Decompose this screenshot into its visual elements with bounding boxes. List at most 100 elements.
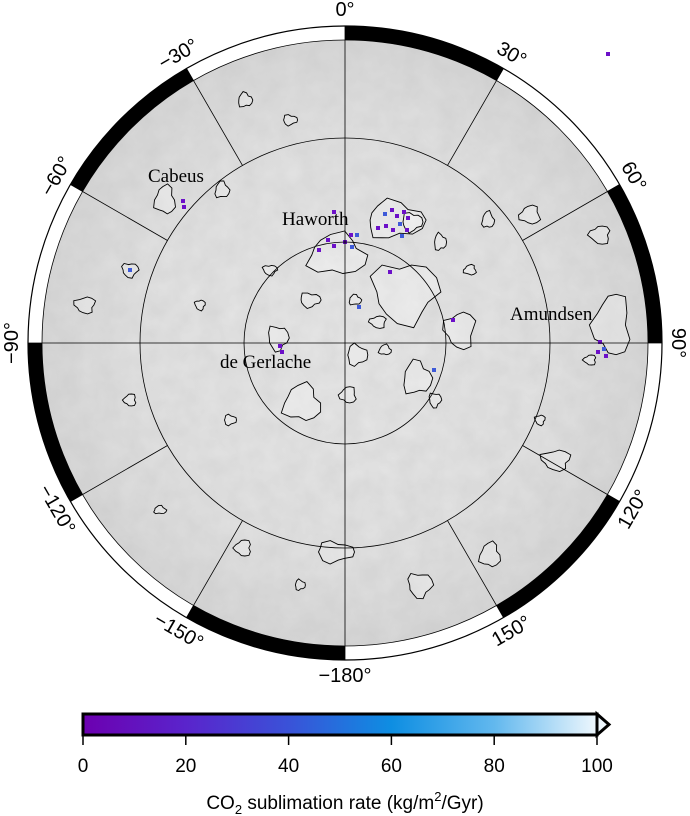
colorbar: 0 20 40 60 80 100 CO2 sublimation rate (kg/m2…: [78, 710, 613, 816]
meridian-line: [447, 68, 504, 166]
crater-contour: [518, 204, 542, 225]
meridian-line: [447, 520, 504, 618]
longitude-label: 120°: [614, 486, 654, 533]
colorbar-gradient: [81, 712, 599, 737]
colorbar-tick-label: 0: [78, 756, 89, 777]
sublimation-pixel: [355, 233, 359, 237]
sublimation-pixel: [181, 199, 185, 203]
sublimation-pixel: [332, 244, 336, 248]
colorbar-tick-label: 80: [484, 756, 505, 777]
crater-contour: [462, 263, 477, 276]
meridian-line: [70, 445, 168, 502]
sublimation-pixel: [182, 205, 186, 209]
sublimation-pixel: [606, 52, 610, 56]
crater-contour: [153, 504, 168, 515]
crater-label: Cabeus: [148, 166, 204, 187]
frame-segment: [496, 494, 620, 618]
longitude-label: 90°: [667, 328, 689, 358]
crater-contour: [232, 539, 251, 557]
crater-contour: [588, 293, 631, 356]
frame-segment: [344, 26, 504, 81]
sublimation-pixel: [406, 216, 410, 220]
crater-contour: [586, 225, 611, 245]
sublimation-pixel: [596, 350, 600, 354]
crater-contour: [434, 231, 448, 251]
crater-contour: [305, 230, 369, 274]
sublimation-pixel: [384, 224, 388, 228]
crater-contour: [369, 264, 442, 329]
crater-contour: [73, 296, 97, 315]
crater-contour: [121, 393, 137, 407]
sublimation-pixel: [280, 350, 284, 354]
crater-contour: [581, 354, 597, 366]
sublimation-pixel: [395, 214, 399, 218]
crater-contour: [428, 392, 443, 409]
sublimation-pixel: [391, 228, 395, 232]
colorbar-label: CO2 sublimation rate (kg/m2/Gyr): [206, 789, 483, 816]
crater-contour: [280, 381, 322, 421]
crater-contour: [477, 540, 501, 568]
colorbar-tick-label: 40: [278, 756, 299, 777]
sublimation-pixel: [317, 248, 321, 252]
crater-label: Haworth: [282, 209, 349, 230]
sublimation-pixel: [350, 245, 354, 249]
sublimation-pixel: [451, 318, 455, 322]
colorbar-extend-arrow: [595, 710, 612, 739]
colorbar-tick-label: 20: [175, 756, 196, 777]
sublimation-pixel: [432, 368, 436, 372]
crater-contour: [442, 311, 477, 351]
sublimation-pixel: [349, 233, 353, 237]
longitude-label: −30°: [155, 35, 202, 75]
meridian-line: [70, 184, 168, 241]
crater-contour: [318, 540, 355, 565]
sublimation-pixel: [278, 344, 282, 348]
crater-label: de Gerlache: [220, 352, 311, 373]
sublimation-pixel: [400, 234, 404, 238]
crater-contour: [347, 342, 369, 367]
frame-segment: [607, 184, 662, 344]
crater-label: Amundsen: [510, 304, 593, 325]
meridian-line: [186, 520, 243, 618]
sublimation-pixel: [376, 226, 380, 230]
sublimation-pixel: [598, 340, 602, 344]
frame-segment: [186, 605, 346, 660]
meridian-line: [186, 68, 243, 166]
crater-contour: [214, 180, 231, 199]
crater-contour: [283, 114, 299, 127]
crater-contour: [403, 358, 434, 395]
crater-contour: [407, 572, 435, 600]
longitude-label: −90°: [1, 322, 23, 364]
colorbar-tick-label: 100: [581, 756, 613, 777]
crater-contour: [348, 293, 363, 306]
sublimation-pixel: [604, 354, 608, 358]
longitude-label: 0°: [335, 0, 354, 21]
crater-contour: [193, 299, 206, 312]
longitude-label: 150°: [488, 612, 535, 652]
sublimation-pixel: [332, 210, 336, 214]
sublimation-pixel: [405, 228, 409, 232]
crater-contour: [300, 292, 322, 310]
meridian-line: [522, 445, 620, 502]
meridian-line: [522, 184, 620, 241]
sublimation-pixel: [357, 305, 361, 309]
sublimation-pixel: [398, 222, 402, 226]
crater-contour: [294, 578, 306, 592]
polar-map: 0°30°60°90°120°150°−180°−150°−120°−90°−6…: [1, 0, 689, 687]
longitude-label: −60°: [37, 153, 77, 200]
crater-contour: [337, 386, 357, 404]
crater-contour: [367, 315, 387, 329]
crater-contour: [377, 343, 392, 356]
crater-contour: [224, 413, 237, 427]
sublimation-pixel: [326, 238, 330, 242]
colorbar-tick-label: 60: [381, 756, 402, 777]
sublimation-pixel: [388, 270, 392, 274]
sublimation-pixel: [128, 268, 132, 272]
crater-contour: [153, 183, 176, 215]
crater-contour: [481, 209, 496, 228]
sublimation-pixel: [602, 347, 606, 351]
frame-segment: [70, 68, 194, 192]
crater-contour: [238, 91, 254, 108]
crater-contour: [261, 264, 279, 277]
sublimation-pixel: [390, 208, 394, 212]
longitude-label: −180°: [318, 665, 371, 687]
